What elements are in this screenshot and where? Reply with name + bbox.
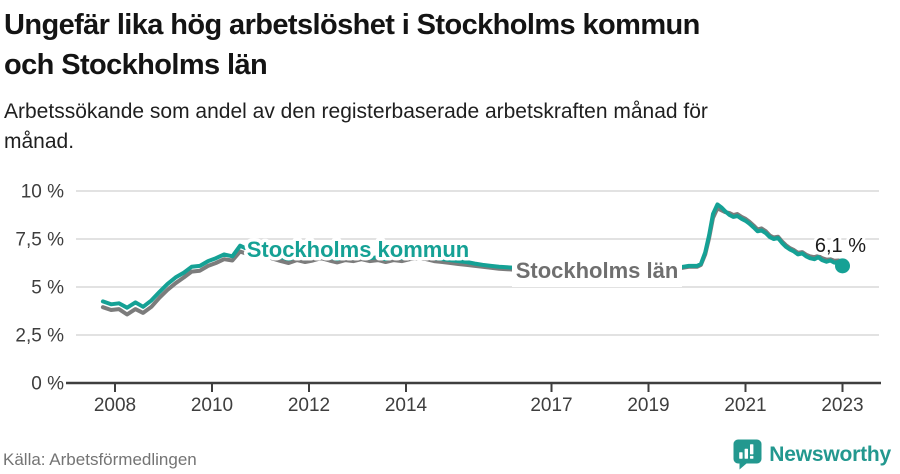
logo-exclamation-dot: [750, 455, 754, 459]
series-label-stockholms-kommun: Stockholms kommun: [247, 237, 469, 262]
x-tick-label: 2012: [288, 395, 330, 416]
newsworthy-logo-icon: [733, 439, 762, 470]
y-tick-label: 10 %: [21, 182, 64, 203]
label-mask: [512, 254, 682, 287]
end-point-marker: [835, 258, 850, 274]
x-tick-label: 2010: [191, 395, 233, 416]
source-attribution: Källa: Arbetsförmedlingen: [3, 450, 197, 469]
line-chart: 0 % 2,5 % 5 % 7,5 % 10 % 2008 2010 2012 2014 2017…: [0, 168, 900, 430]
newsworthy-logo[interactable]: Newsworthy: [733, 439, 891, 470]
x-tick-label: 2008: [94, 395, 136, 416]
y-tick-label: 5 %: [31, 278, 64, 299]
brand-name: Newsworthy: [769, 442, 891, 466]
y-tick-label: 0 %: [31, 374, 64, 395]
series-label-stockholms-l-n: Stockholms län: [516, 258, 679, 283]
logo-bar-medium: [744, 448, 749, 459]
x-tick-label: 2017: [530, 395, 572, 416]
y-tick-label: 7,5 %: [15, 230, 64, 251]
footer: Källa: Arbetsförmedlingen Newsworthy: [3, 439, 891, 470]
subtitle-line-2: månad.: [4, 130, 75, 153]
x-tick-label: 2014: [385, 395, 428, 416]
subtitle-line-1: Arbetssökande som andel av den registerb…: [4, 100, 708, 123]
x-tick-label: 2021: [724, 395, 766, 416]
page-title-line-1: Ungefär lika hög arbetslöshet i Stockhol…: [4, 9, 700, 41]
page-title-line-2: och Stockholms län: [4, 49, 268, 81]
subtitle: Arbetssökande som andel av den registerb…: [4, 97, 896, 157]
x-tick-label: 2019: [627, 395, 669, 416]
header: Ungefär lika hög arbetslöshet i Stockhol…: [4, 5, 896, 157]
chart-svg: 0 % 2,5 % 5 % 7,5 % 10 % 2008 2010 2012 2014 2017…: [15, 182, 881, 416]
y-tick-label: 2,5 %: [15, 326, 64, 347]
series-line-stockholms-kommun: [100, 202, 845, 310]
end-value-label: 6,1 %: [815, 235, 866, 257]
x-tick-label: 2023: [821, 395, 863, 416]
logo-exclamation-bar: [750, 444, 754, 455]
logo-bar-small: [739, 452, 743, 459]
